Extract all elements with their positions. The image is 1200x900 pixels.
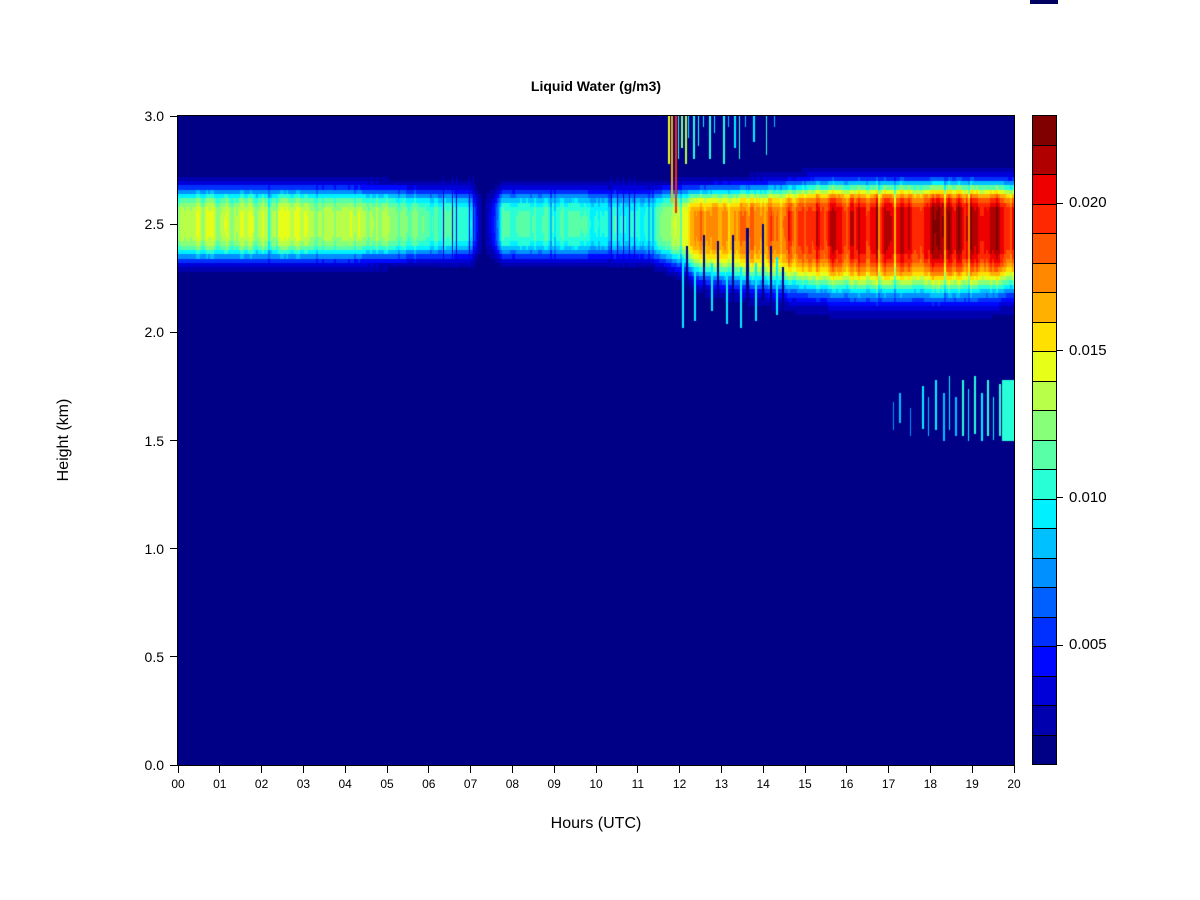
y-tick-mark — [170, 331, 178, 333]
colorbar-segment — [1033, 617, 1056, 647]
colorbar-tick-label: 0.020 — [1069, 194, 1107, 212]
x-tick-mark — [971, 766, 973, 773]
x-tick-label: 18 — [923, 777, 938, 791]
y-tick-label: 1.5 — [144, 432, 164, 449]
colorbar-tick-label: 0.010 — [1069, 488, 1107, 506]
y-tick-label: 2.5 — [144, 216, 164, 233]
x-tick-mark — [177, 766, 179, 773]
page-title: Liquid Water (g/m3) — [530, 78, 662, 94]
x-tick-label: 12 — [672, 777, 687, 791]
x-tick-label: 04 — [338, 777, 352, 791]
x-tick-label: 14 — [756, 777, 770, 791]
colorbar-segment — [1033, 440, 1056, 470]
x-tick-mark — [553, 766, 555, 773]
colorbar-tick-mark — [1056, 497, 1063, 499]
x-tick-mark — [386, 766, 388, 773]
y-tick-mark — [170, 223, 178, 225]
colorbar-tick-mark — [1056, 644, 1063, 646]
colorbar-tick-mark — [1056, 350, 1063, 352]
x-tick-mark — [720, 766, 722, 773]
colorbar-segment — [1033, 588, 1056, 618]
colorbar-tick-label: 0.015 — [1069, 341, 1107, 359]
colorbar-segment — [1033, 558, 1056, 588]
colorbar-segment — [1033, 381, 1056, 411]
colorbar-segment — [1033, 322, 1056, 352]
x-tick-mark — [219, 766, 221, 773]
colorbar-segment — [1033, 735, 1056, 764]
x-tick-mark — [344, 766, 346, 773]
x-tick-label: 01 — [213, 777, 227, 791]
y-tick-label: 2.0 — [144, 324, 164, 341]
x-tick-label: 19 — [965, 777, 979, 791]
colorbar-segment — [1033, 293, 1056, 323]
y-axis-label: Height (km) — [55, 398, 72, 482]
x-tick-mark — [261, 766, 263, 773]
x-tick-mark — [888, 766, 890, 773]
x-tick-mark — [637, 766, 639, 773]
x-tick-mark — [595, 766, 597, 773]
x-tick-mark — [1013, 766, 1015, 773]
colorbar — [1032, 115, 1057, 765]
x-tick-label: 09 — [547, 777, 561, 791]
colorbar-segment — [1033, 175, 1056, 205]
y-tick-mark — [170, 656, 178, 658]
x-tick-mark — [302, 766, 304, 773]
x-tick-label: 02 — [254, 777, 269, 791]
y-tick-mark — [170, 548, 178, 550]
colorbar-segment — [1033, 529, 1056, 559]
colorbar-tick-mark — [1056, 202, 1063, 204]
x-tick-label: 20 — [1007, 777, 1021, 791]
colorbar-segment — [1033, 499, 1056, 529]
x-tick-label: 16 — [840, 777, 854, 791]
x-tick-label: 15 — [798, 777, 812, 791]
y-tick-label: 1.0 — [144, 540, 164, 557]
y-tick-mark — [170, 115, 178, 117]
colorbar-segment — [1033, 676, 1056, 706]
x-tick-label: 00 — [171, 777, 185, 791]
colorbar-segment — [1033, 234, 1056, 264]
colorbar-segment — [1033, 145, 1056, 175]
x-tick-label: 08 — [505, 777, 520, 791]
y-tick-mark — [170, 440, 178, 441]
colorbar-segment — [1033, 647, 1056, 677]
y-tick-label: 0.5 — [144, 648, 164, 665]
colorbar-segment — [1033, 204, 1056, 234]
x-tick-label: 07 — [463, 777, 478, 791]
x-tick-label: 10 — [589, 777, 603, 791]
x-tick-mark — [929, 766, 931, 773]
y-tick-label: 0.0 — [144, 757, 164, 773]
window-artifact — [1030, 0, 1058, 4]
x-tick-label: 03 — [296, 777, 311, 791]
x-tick-mark — [428, 766, 430, 773]
x-tick-mark — [804, 766, 806, 773]
colorbar-segment — [1033, 116, 1056, 146]
colorbar-segment — [1033, 706, 1056, 736]
x-tick-mark — [846, 766, 848, 773]
y-tick-label: 3.0 — [144, 108, 164, 124]
colorbar-tick-label: 0.005 — [1069, 636, 1107, 654]
x-tick-mark — [511, 766, 513, 773]
colorbar-segment — [1033, 263, 1056, 293]
x-tick-label: 13 — [714, 777, 729, 791]
x-tick-mark — [679, 766, 681, 773]
x-axis-label: Hours (UTC) — [550, 815, 642, 832]
y-tick-mark — [170, 764, 178, 766]
x-tick-mark — [762, 766, 764, 773]
x-tick-label: 06 — [422, 777, 436, 791]
colorbar-segment — [1033, 470, 1056, 500]
x-tick-label: 17 — [881, 777, 896, 791]
heatmap-canvas — [177, 115, 1015, 766]
x-tick-mark — [470, 766, 472, 773]
x-tick-label: 11 — [631, 777, 645, 791]
colorbar-segment — [1033, 411, 1056, 441]
colorbar-segment — [1033, 352, 1056, 382]
x-tick-label: 05 — [380, 777, 394, 791]
